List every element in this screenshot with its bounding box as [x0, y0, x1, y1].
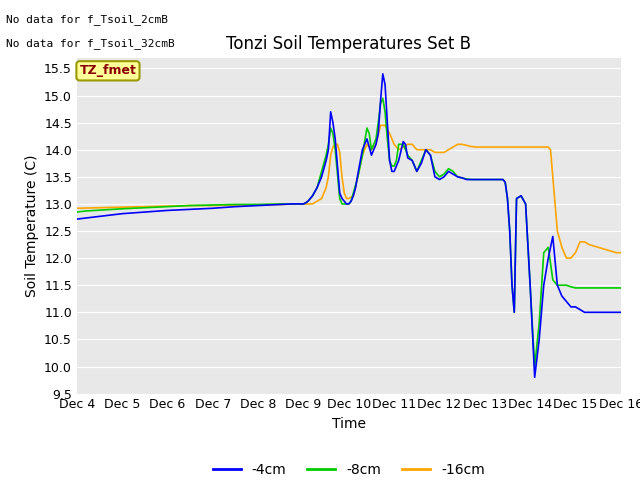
Line: -8cm: -8cm [77, 98, 621, 367]
-16cm [73, 205, 81, 211]
Line: -16cm: -16cm [77, 125, 621, 258]
X-axis label: Time: Time [332, 417, 366, 431]
-8cm [332, 147, 339, 153]
Text: TZ_fmet: TZ_fmet [79, 64, 136, 77]
-4cm [323, 158, 330, 164]
-16cm [551, 201, 559, 207]
Title: Tonzi Soil Temperatures Set B: Tonzi Soil Temperatures Set B [227, 35, 471, 53]
-8cm [617, 285, 625, 291]
Text: No data for f_Tsoil_32cmB: No data for f_Tsoil_32cmB [6, 38, 175, 49]
-8cm [379, 96, 387, 101]
-4cm [486, 177, 493, 182]
-16cm [118, 204, 126, 210]
-4cm [386, 158, 394, 164]
-8cm [531, 364, 538, 370]
-16cm [563, 255, 570, 261]
-16cm [277, 202, 285, 207]
-4cm [549, 234, 557, 240]
-4cm [73, 216, 81, 222]
-8cm [395, 142, 403, 147]
-8cm [164, 204, 172, 209]
-16cm [526, 144, 534, 150]
Legend: -4cm, -8cm, -16cm: -4cm, -8cm, -16cm [207, 457, 490, 480]
-4cm [617, 310, 625, 315]
-8cm [100, 207, 108, 213]
-4cm [531, 374, 538, 380]
-16cm [617, 250, 625, 255]
-8cm [426, 152, 434, 158]
-4cm [379, 71, 387, 77]
-4cm [511, 310, 518, 315]
-16cm [164, 203, 172, 209]
Line: -4cm: -4cm [77, 74, 621, 377]
-16cm [417, 147, 425, 153]
-4cm [308, 193, 316, 199]
-16cm [377, 122, 385, 128]
Y-axis label: Soil Temperature (C): Soil Temperature (C) [24, 155, 38, 297]
Text: No data for f_Tsoil_2cmB: No data for f_Tsoil_2cmB [6, 14, 168, 25]
-8cm [506, 228, 513, 234]
-8cm [73, 209, 81, 215]
